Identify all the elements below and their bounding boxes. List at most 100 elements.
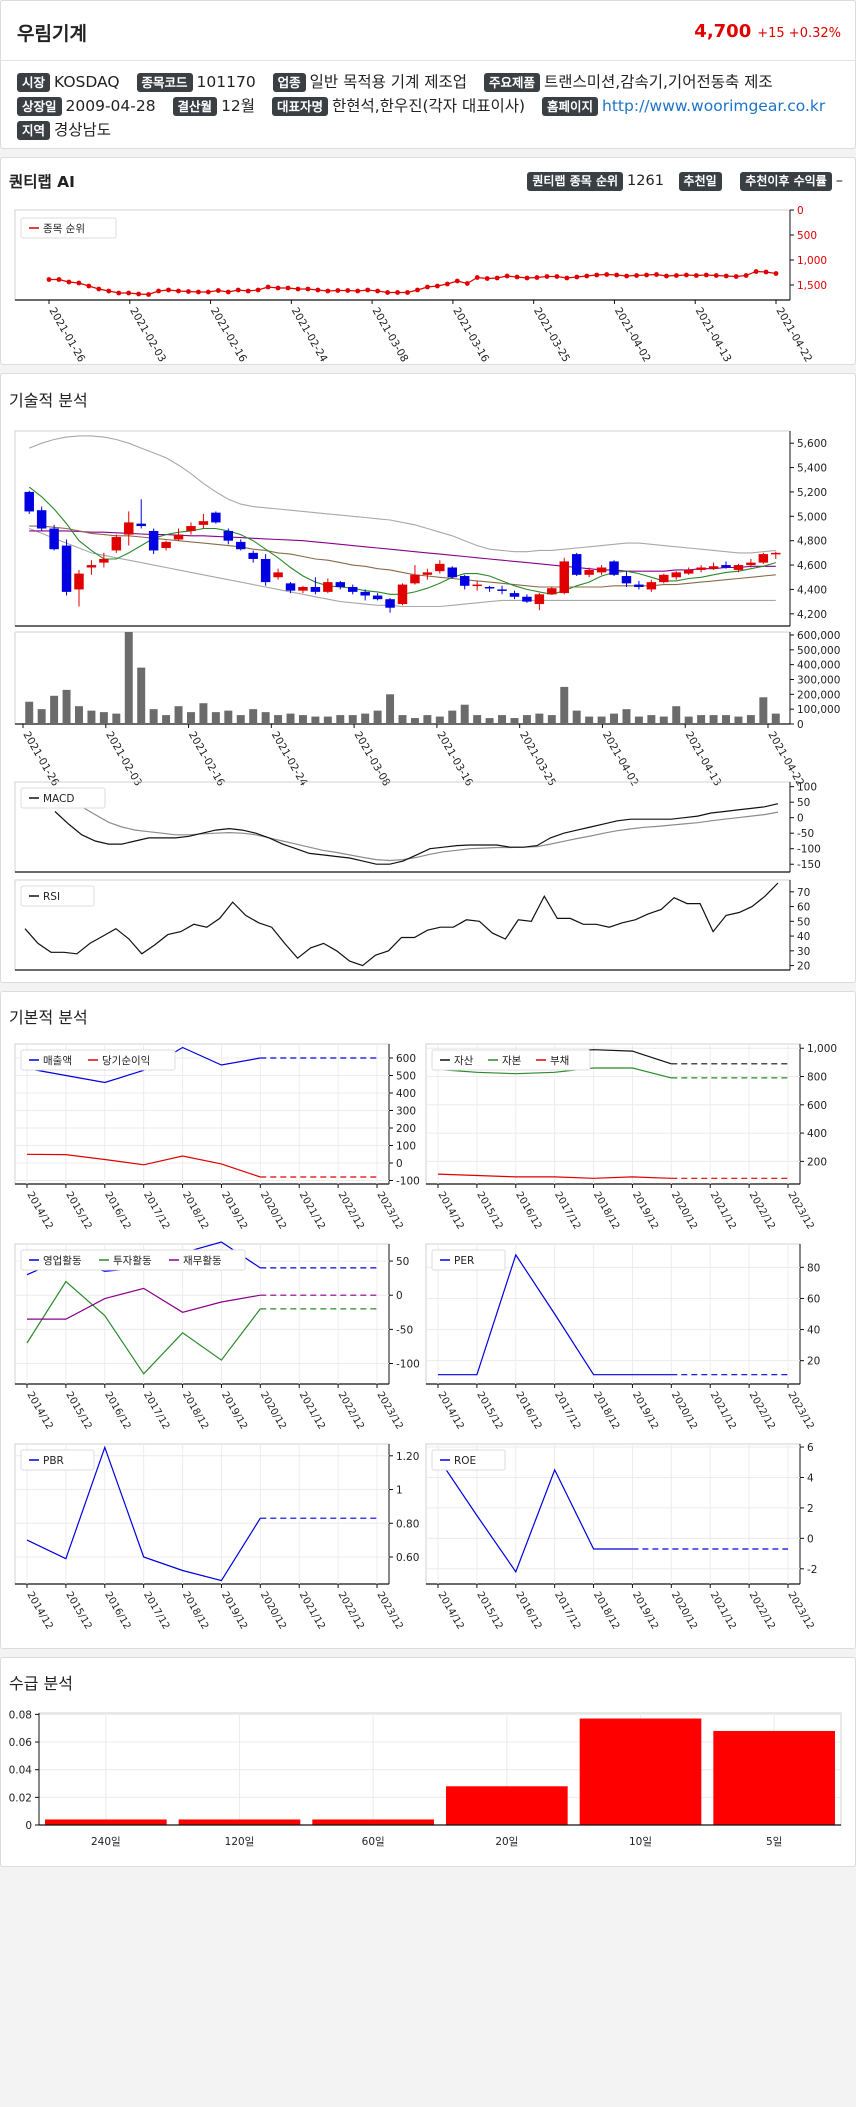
candle-body — [223, 530, 234, 541]
candle-body — [571, 554, 582, 575]
volume-x-tick-label: 2021-03-16 — [434, 730, 475, 789]
volume-y-tick-label: 600,000 — [797, 630, 840, 642]
price-change: +15 +0.32% — [757, 26, 841, 41]
supply-bar — [579, 1718, 702, 1825]
pbr-y-tick-label: 0.60 — [396, 1552, 419, 1564]
fiscal-value: 12월 — [221, 97, 256, 115]
macd-y-tick-label: 100 — [797, 782, 817, 794]
cashflow-y-tick-label: -100 — [396, 1359, 420, 1371]
volume-bar — [124, 632, 133, 724]
volume-bar — [485, 718, 494, 724]
candle-body — [49, 528, 59, 550]
cashflow-y-tick-label: -50 — [396, 1324, 413, 1336]
supply-chart: 0 0.02 0.04 0.06 0.08 240일 120일 60일 20일 10일 5일 — [9, 1709, 842, 1848]
rank-point — [474, 275, 480, 280]
candle-body — [385, 599, 395, 608]
cashflow-x-tick-label: 2023/12 — [374, 1390, 404, 1431]
assets-x-tick-label: 2016/12 — [513, 1190, 543, 1231]
assets-y-tick-label: 200 — [807, 1156, 827, 1168]
rank-point — [166, 287, 171, 293]
rank-point — [146, 292, 151, 297]
homepage-link[interactable]: http://www.woorimgear.co.kr — [602, 97, 826, 115]
market-label: 시장 — [17, 73, 51, 92]
rank-point — [385, 290, 391, 295]
candle-body — [86, 565, 97, 568]
candle-body — [360, 591, 370, 596]
per-x-tick-label: 2014/12 — [435, 1390, 465, 1431]
pbr-x-tick-label: 2015/12 — [63, 1590, 93, 1631]
bollinger-lower-line — [28, 527, 776, 608]
volume-bar — [435, 716, 444, 724]
candle-body — [708, 566, 719, 569]
per-x-tick-label: 2016/12 — [513, 1390, 543, 1431]
candle-y-tick-label: 4,800 — [797, 536, 827, 548]
rank-point — [763, 269, 769, 275]
volume-bar — [149, 709, 158, 724]
candle-body — [509, 593, 520, 597]
assets-y-tick-label: 800 — [807, 1072, 827, 1084]
header-divider — [1, 60, 855, 61]
candle-body — [260, 558, 271, 583]
rank-point — [76, 280, 82, 286]
volume-bar — [348, 715, 357, 724]
rsi-y-tick-label: 40 — [797, 931, 810, 943]
rank-y-tick-label: 0 — [797, 205, 804, 217]
volume-bar — [697, 715, 706, 724]
candle-body — [372, 595, 383, 600]
candle-body — [236, 541, 246, 550]
rank-point — [693, 273, 699, 278]
rank-point — [275, 285, 281, 291]
supply-x-tick-label: 5일 — [766, 1835, 782, 1848]
volume-x-tick-label: 2021-04-22 — [765, 730, 806, 789]
industry-value: 일반 목적용 기계 제조업 — [309, 73, 468, 91]
assets-x-tick-label: 2015/12 — [474, 1190, 504, 1231]
rank-point — [733, 274, 739, 279]
per-x-tick-label: 2015/12 — [474, 1390, 504, 1431]
supply-y-tick-label: 0.04 — [9, 1765, 33, 1777]
rank-point — [66, 279, 72, 285]
pbr-x-tick-label: 2014/12 — [24, 1590, 54, 1631]
cashflow-y-tick-label: 50 — [396, 1256, 409, 1268]
roe-y-tick-label: 0 — [807, 1533, 814, 1545]
candle-body — [124, 522, 134, 535]
volume-bar — [162, 715, 171, 724]
cashflow-x-tick-label: 2014/12 — [24, 1390, 54, 1431]
rank-point — [186, 289, 191, 294]
rsi-frame — [14, 879, 791, 971]
volume-bar — [560, 686, 569, 724]
volume-bar — [386, 694, 395, 724]
candle-y-tick-label: 5,400 — [797, 463, 827, 475]
pbr-x-tick-label: 2022/12 — [336, 1590, 366, 1631]
supply-x-tick-label: 60일 — [362, 1835, 385, 1848]
candle-body — [435, 563, 445, 572]
per-x-tick-label: 2022/12 — [747, 1390, 777, 1431]
volume-bar — [249, 709, 258, 724]
macd-line — [54, 803, 779, 865]
candle-body — [609, 561, 619, 575]
rank-point — [355, 288, 361, 294]
volume-bar — [112, 713, 121, 724]
roe-x-tick-label: 2022/12 — [747, 1590, 777, 1631]
rank-point — [116, 290, 122, 296]
region-value: 경상남도 — [54, 121, 112, 139]
revenue-income-x-tick-label: 2019/12 — [219, 1190, 249, 1231]
rank-value: 1261 — [627, 173, 664, 189]
rank-point — [753, 269, 759, 274]
volume-bar — [684, 716, 693, 724]
rank-point — [654, 272, 659, 277]
rank-x-tick-label: 2021-03-25 — [531, 306, 572, 365]
rank-x-tick-label: 2021-02-03 — [127, 306, 168, 365]
quantilab-card: 퀀티랩 AI 퀀티랩 종목 순위 1261 추천일 추천이후 수익률 – 0 500 1… — [0, 157, 856, 365]
supply-y-tick-label: 0.06 — [9, 1737, 33, 1749]
pbr-x-tick-label: 2020/12 — [258, 1590, 288, 1631]
pbr-x-tick-label: 2016/12 — [102, 1590, 132, 1631]
candle-body — [285, 583, 296, 591]
volume-bar — [597, 716, 606, 724]
rank-point — [604, 272, 610, 277]
rank-point — [554, 274, 560, 279]
volume-x-tick-label: 2021-04-13 — [683, 730, 724, 789]
per-y-tick-label: 60 — [807, 1293, 820, 1305]
rank-point — [176, 288, 181, 294]
supply-x-tick-label: 20일 — [495, 1835, 518, 1848]
